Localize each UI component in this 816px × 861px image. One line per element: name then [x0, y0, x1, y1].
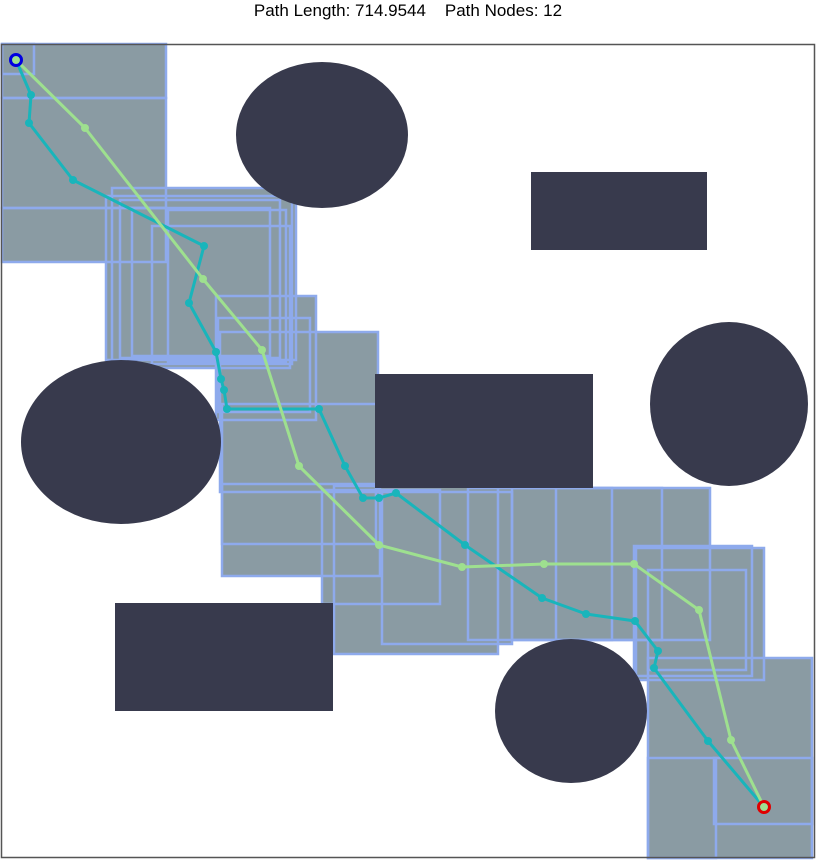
start-marker: [9, 53, 23, 67]
smooth-path-node: [458, 563, 466, 571]
raw-path-node: [631, 617, 639, 625]
smooth-path-node: [12, 56, 20, 64]
cell-fill: [714, 758, 812, 824]
raw-path-node: [69, 176, 77, 184]
obstacle-rect: [531, 172, 707, 250]
smoothed-path: [12, 56, 768, 811]
obstacle-rect: [375, 374, 593, 488]
smooth-path-node: [630, 560, 638, 568]
smooth-path-line: [14, 58, 766, 808]
smooth-path-node: [760, 803, 768, 811]
raw-path-node: [27, 91, 35, 99]
obstacles: [21, 62, 808, 783]
raw-path-node: [654, 647, 662, 655]
raw-path-node: [217, 375, 225, 383]
cell-outline: [632, 544, 754, 678]
smooth-path-node: [695, 606, 703, 614]
cell-outline: [646, 568, 748, 672]
smooth-path-node: [295, 462, 303, 470]
obstacle-rect: [115, 603, 333, 711]
raw-path-node: [315, 405, 323, 413]
cell-outline: [634, 546, 766, 682]
raw-path-node: [650, 664, 658, 672]
raw-path-node: [200, 242, 208, 250]
smooth-path-node: [258, 346, 266, 354]
cell-outline: [712, 756, 814, 826]
workspace-border: [0, 43, 816, 859]
smooth-path-node: [81, 124, 89, 132]
smooth-path-node: [199, 275, 207, 283]
path-nodes-label: Path Nodes:: [444, 1, 539, 20]
path-length-label: Path Length:: [253, 1, 351, 20]
raw-path-node: [220, 386, 228, 394]
cell-outline: [130, 206, 272, 358]
raw-path-node: [461, 541, 469, 549]
raw-path-node: [392, 489, 400, 497]
raw-path-node: [582, 610, 590, 618]
obstacle-ellipse: [236, 62, 408, 208]
cell-outline: [220, 482, 378, 546]
cell-outline: [104, 194, 298, 362]
cell-outline: [166, 208, 288, 364]
smooth-path-node: [727, 736, 735, 744]
raw-path-node: [341, 462, 349, 470]
goal-marker: [757, 800, 771, 814]
obstacle-ellipse: [21, 360, 221, 524]
raw-path-node: [704, 737, 712, 745]
cell-fill: [648, 758, 716, 858]
cell-outline: [110, 186, 294, 366]
endpoints: [9, 53, 771, 814]
smooth-path-node: [540, 560, 548, 568]
raw-path-node: [25, 119, 33, 127]
plot-title: Path Length: 714.9544 Path Nodes: 12: [0, 0, 816, 24]
raw-path-node: [185, 299, 193, 307]
raw-path-node: [375, 494, 383, 502]
obstacle-ellipse: [495, 639, 647, 783]
raw-path-node: [538, 594, 546, 602]
smooth-path-node: [375, 541, 383, 549]
path-nodes-value: 12: [543, 1, 563, 20]
cell-outline: [118, 198, 282, 360]
raw-path-node: [212, 348, 220, 356]
raw-path-node: [223, 405, 231, 413]
raw-path-node: [359, 494, 367, 502]
obstacle-ellipse: [650, 322, 808, 486]
path-length-value: 714.9544: [355, 1, 426, 20]
